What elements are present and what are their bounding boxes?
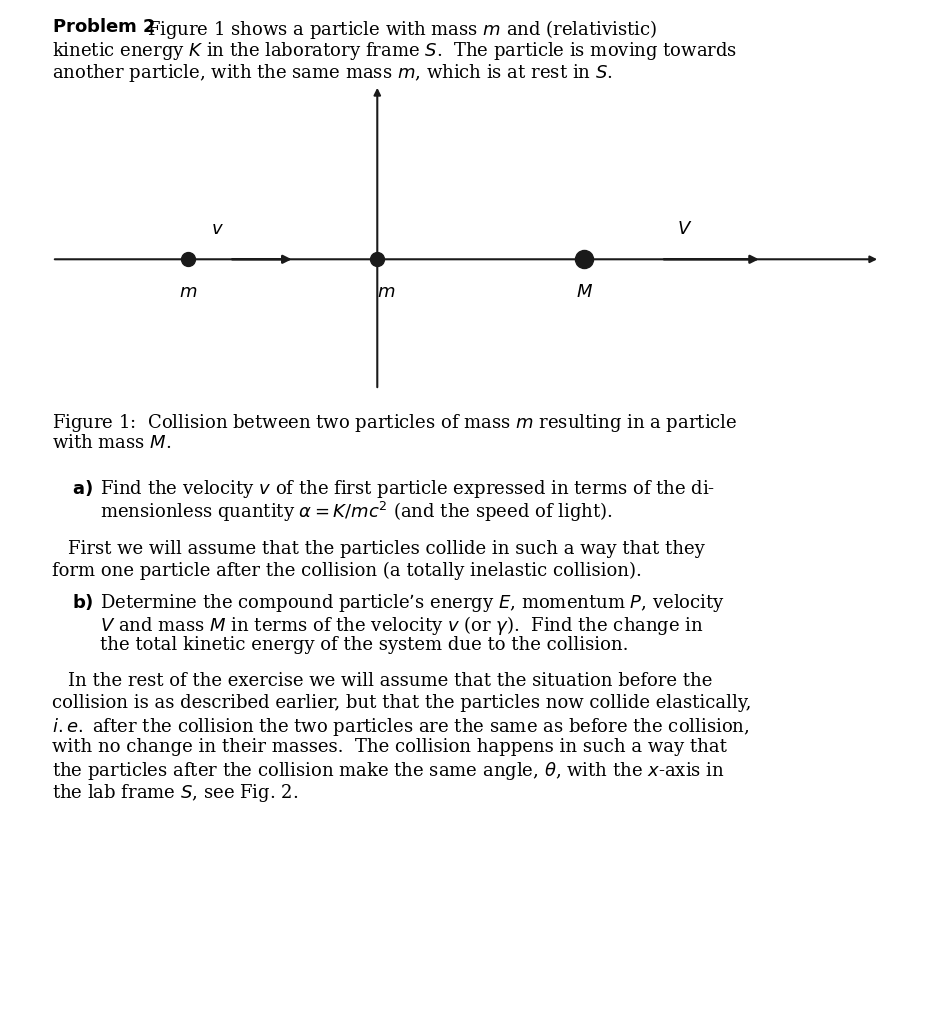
Text: In the rest of the exercise we will assume that the situation before the: In the rest of the exercise we will assu…: [68, 672, 712, 690]
Text: $m$: $m$: [179, 284, 198, 301]
Text: $m$: $m$: [377, 284, 395, 301]
Text: First we will assume that the particles collide in such a way that they: First we will assume that the particles …: [68, 540, 705, 558]
Text: another particle, with the same mass $m$, which is at rest in $S$.: another particle, with the same mass $m$…: [52, 62, 612, 84]
Text: with no change in their masses.  The collision happens in such a way that: with no change in their masses. The coll…: [52, 738, 727, 756]
Text: Find the velocity $v$ of the first particle expressed in terms of the di-: Find the velocity $v$ of the first parti…: [100, 478, 715, 500]
Text: form one particle after the collision (a totally inelastic collision).: form one particle after the collision (a…: [52, 562, 642, 581]
Text: $\bf{a)}$: $\bf{a)}$: [72, 478, 93, 498]
Text: Figure 1 shows a particle with mass $m$ and (relativistic): Figure 1 shows a particle with mass $m$ …: [147, 18, 657, 41]
Text: $\bf{Problem\ 2}$: $\bf{Problem\ 2}$: [52, 18, 155, 36]
Text: $i.e.$ after the collision the two particles are the same as before the collisio: $i.e.$ after the collision the two parti…: [52, 716, 749, 738]
Text: the lab frame $S$, see Fig. 2.: the lab frame $S$, see Fig. 2.: [52, 782, 298, 804]
Text: mensionless quantity $\alpha = K/mc^2$ (and the speed of light).: mensionless quantity $\alpha = K/mc^2$ (…: [100, 500, 612, 524]
Text: collision is as described earlier, but that the particles now collide elasticall: collision is as described earlier, but t…: [52, 694, 751, 712]
Text: with mass $M$.: with mass $M$.: [52, 434, 171, 452]
Text: $\bf{b)}$: $\bf{b)}$: [72, 592, 93, 612]
Text: $V$: $V$: [678, 219, 692, 238]
Text: Figure 1:  Collision between two particles of mass $m$ resulting in a particle: Figure 1: Collision between two particle…: [52, 412, 737, 434]
Text: the particles after the collision make the same angle, $\theta$, with the $x$-ax: the particles after the collision make t…: [52, 760, 725, 782]
Text: $V$ and mass $M$ in terms of the velocity $v$ (or $\gamma$).  Find the change in: $V$ and mass $M$ in terms of the velocit…: [100, 614, 704, 637]
Text: the total kinetic energy of the system due to the collision.: the total kinetic energy of the system d…: [100, 636, 628, 654]
Text: $v$: $v$: [212, 219, 224, 238]
Text: kinetic energy $K$ in the laboratory frame $S$.  The particle is moving towards: kinetic energy $K$ in the laboratory fra…: [52, 40, 737, 62]
Text: Determine the compound particle’s energy $E$, momentum $P$, velocity: Determine the compound particle’s energy…: [100, 592, 725, 614]
Text: $M$: $M$: [576, 284, 593, 301]
